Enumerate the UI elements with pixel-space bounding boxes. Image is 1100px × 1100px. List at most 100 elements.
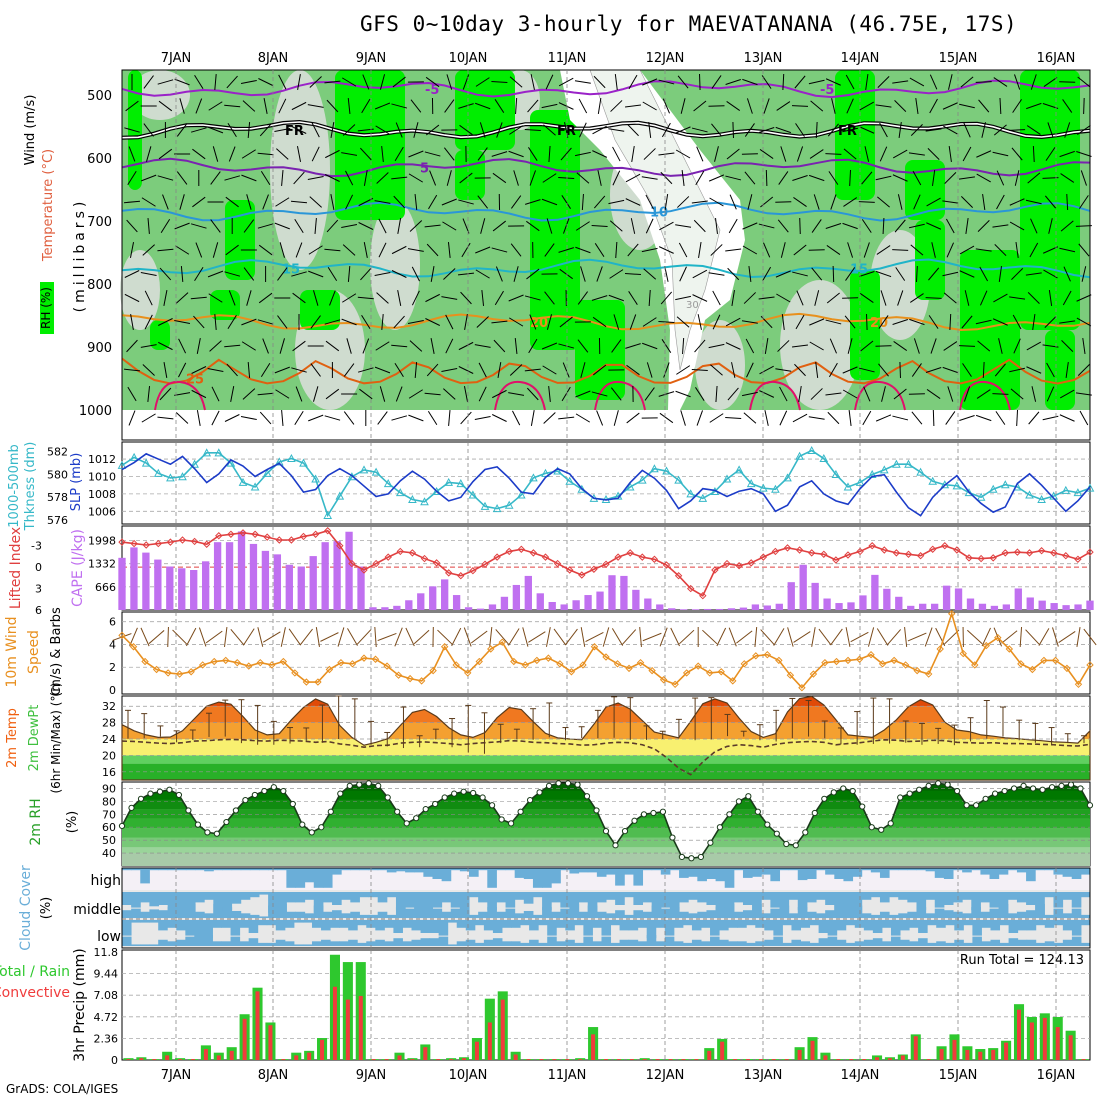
cloud-bar-low xyxy=(357,920,367,926)
cloud-bar-middle-lower xyxy=(742,910,753,918)
rh-line-marker xyxy=(1010,785,1018,792)
cloud-bar-middle-lower xyxy=(934,908,945,918)
wind-barb xyxy=(575,390,591,398)
cloud-bar-low xyxy=(999,920,1010,926)
wind-barb xyxy=(291,101,307,111)
cloud-bar-middle xyxy=(733,892,744,903)
wind-barb xyxy=(875,175,892,181)
thickness-line-marker xyxy=(492,504,502,513)
wind-barb xyxy=(982,194,986,210)
wind-barb xyxy=(342,293,357,303)
wind-barb xyxy=(924,627,933,647)
lifted-tick: -3 xyxy=(31,540,42,553)
precip-convective-bar xyxy=(1004,1042,1009,1060)
rh-line-marker xyxy=(878,826,885,833)
wind-speed-line-marker xyxy=(521,661,530,669)
wind-barb xyxy=(865,74,869,90)
wind-barb xyxy=(597,98,602,114)
wind-speed-line-marker xyxy=(210,657,218,666)
wind-barb xyxy=(127,386,137,402)
cape-bar xyxy=(895,596,903,610)
wind-barb xyxy=(524,368,541,372)
cloud-bar-low-lower xyxy=(619,939,630,946)
cloud-bar-high xyxy=(861,868,872,871)
rh-line-marker xyxy=(916,786,923,793)
cloud-bar-high xyxy=(332,868,342,875)
cloud-bar-middle-lower xyxy=(131,908,141,918)
wind-barb xyxy=(492,220,507,232)
lifted-index-line-marker xyxy=(299,532,308,541)
wind-barb xyxy=(697,314,702,330)
cape-bar xyxy=(369,607,377,610)
wind-barb xyxy=(1001,630,1018,644)
cloud-bar-high xyxy=(423,868,433,877)
wind-barb xyxy=(859,271,875,277)
cloud-bar-low xyxy=(221,920,232,928)
wind-barb xyxy=(294,410,304,426)
wind-barb xyxy=(959,245,975,255)
cape-bar xyxy=(847,602,855,610)
cloud-bar-high xyxy=(514,868,525,878)
wind-barb xyxy=(826,245,841,255)
wind-barb xyxy=(491,247,508,253)
wind-speed-line-marker xyxy=(152,665,161,674)
wind-barb xyxy=(228,146,236,162)
cloud-bar-high xyxy=(469,868,479,877)
cloud-bar-high xyxy=(943,868,954,879)
rh-line-marker xyxy=(479,794,486,801)
wind-barb xyxy=(381,145,384,163)
cloud-bar-low-lower xyxy=(429,938,440,946)
cloud-bar-high xyxy=(176,868,187,871)
wind-barb xyxy=(1060,220,1074,232)
wind-barb xyxy=(558,77,574,87)
contour-label: 30 xyxy=(686,300,699,311)
wind-barb xyxy=(530,74,535,90)
lifted-index-line-marker xyxy=(686,584,695,593)
wind-barb xyxy=(1064,122,1071,138)
cloud-bar-low xyxy=(1053,920,1064,926)
wind-speed-line-marker xyxy=(348,660,357,668)
bottom-date-label: 15JAN xyxy=(939,1068,978,1083)
wind-barb xyxy=(210,219,221,233)
wind-barb xyxy=(675,390,691,398)
wind-barb xyxy=(892,80,909,84)
cloud-bar-low xyxy=(1071,920,1082,936)
wind-speed-line-marker xyxy=(913,666,921,675)
wind-barb xyxy=(291,367,307,373)
panel-frame xyxy=(121,611,1091,695)
cloud-bar-middle xyxy=(167,892,178,911)
wind-barb xyxy=(615,241,618,259)
precip-convective-bar xyxy=(294,1055,299,1060)
wind-barb xyxy=(308,414,324,422)
cloud-bar-low xyxy=(610,920,621,926)
rh-line-marker xyxy=(394,808,401,815)
wind-barb xyxy=(664,194,669,210)
wind-barb xyxy=(437,629,453,645)
cloud-bar-low xyxy=(755,920,765,928)
cloud-bar-low-lower xyxy=(311,941,322,946)
cloud-bar-middle-lower xyxy=(1062,913,1073,918)
cape-bar xyxy=(309,556,317,610)
cape-bar xyxy=(691,609,700,610)
wind-barb xyxy=(962,363,972,377)
precip-convective-bar xyxy=(487,1022,492,1060)
wind-barb xyxy=(1030,74,1037,90)
cloud-bar-low-lower xyxy=(230,936,241,946)
cloud-bar-middle-lower xyxy=(606,913,616,918)
wind-barb xyxy=(725,175,742,181)
wind-barb xyxy=(509,364,523,376)
cloud-bar-middle xyxy=(834,892,844,916)
rh-line-marker xyxy=(251,791,258,799)
cloud-bar-low-lower xyxy=(628,939,639,946)
precip-convective-bar xyxy=(720,1041,725,1060)
wind-speed-line-marker xyxy=(890,656,898,665)
cloud-bar-low xyxy=(131,920,141,923)
cloud-bar-high xyxy=(660,868,671,875)
wind-barb xyxy=(508,628,520,646)
cloud-bar-low xyxy=(1044,920,1055,928)
cloud-bar-high xyxy=(523,868,534,879)
lifted-index-line-marker xyxy=(444,569,453,577)
lifted-index-line-marker xyxy=(239,529,247,537)
wind-barb xyxy=(863,242,870,258)
cape-bar xyxy=(273,554,282,610)
